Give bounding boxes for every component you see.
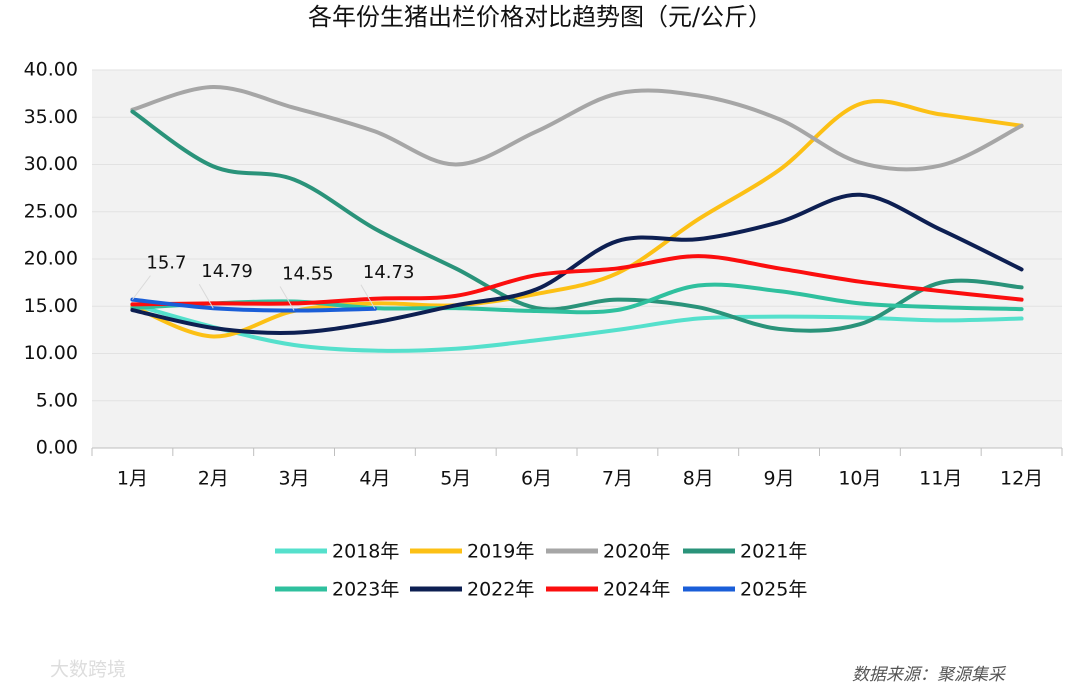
y-tick-label: 40.00 <box>24 59 78 81</box>
x-tick-label: 10月 <box>838 468 881 490</box>
data-label: 14.73 <box>363 262 415 283</box>
label-leader <box>198 283 214 309</box>
x-tick-label: 8月 <box>683 468 714 490</box>
legend-label: 2022年 <box>467 579 534 601</box>
series-line <box>130 192 1024 335</box>
chart-title: 各年份生猪出栏价格对比趋势图（元/公斤） <box>308 3 772 31</box>
x-tick-label: 2月 <box>198 468 229 490</box>
label-leader <box>360 284 376 310</box>
data-label: 14.79 <box>201 261 253 282</box>
x-tick-label: 12月 <box>1000 468 1043 490</box>
y-tick-label: 10.00 <box>24 342 78 364</box>
label-leader <box>279 286 295 311</box>
watermark: 大数跨境 <box>50 659 126 681</box>
legend-label: 2023年 <box>332 579 399 601</box>
label-leader <box>132 275 151 300</box>
legend-label: 2020年 <box>603 541 670 563</box>
y-tick-label: 0.00 <box>36 437 78 459</box>
series-line <box>130 109 1024 333</box>
y-tick-label: 20.00 <box>24 248 78 270</box>
x-tick-label: 5月 <box>440 468 471 490</box>
y-tick-label: 15.00 <box>24 295 78 317</box>
data-label: 15.7 <box>146 253 186 274</box>
series-line <box>130 297 377 313</box>
legend-label: 2024年 <box>603 579 670 601</box>
legend-label: 2025年 <box>740 579 807 601</box>
x-tick-label: 4月 <box>359 468 390 490</box>
legend-label: 2019年 <box>467 541 534 563</box>
series-line <box>130 85 1024 172</box>
x-tick-label: 7月 <box>602 468 633 490</box>
y-tick-label: 30.00 <box>24 153 78 175</box>
legend-label: 2021年 <box>740 541 807 563</box>
data-label: 14.55 <box>282 264 334 285</box>
y-tick-label: 25.00 <box>24 200 78 222</box>
series-line <box>130 302 1024 353</box>
x-tick-label: 11月 <box>919 468 962 490</box>
x-tick-label: 3月 <box>279 468 310 490</box>
source: 数据来源：聚源集采 <box>852 665 1007 685</box>
x-tick-label: 1月 <box>117 468 148 490</box>
x-tick-label: 6月 <box>521 468 552 490</box>
series-line <box>130 254 1024 307</box>
y-tick-label: 5.00 <box>36 389 78 411</box>
series-line <box>130 99 1024 339</box>
x-tick-label: 9月 <box>764 468 795 490</box>
y-tick-label: 35.00 <box>24 106 78 128</box>
legend-label: 2018年 <box>332 541 399 563</box>
